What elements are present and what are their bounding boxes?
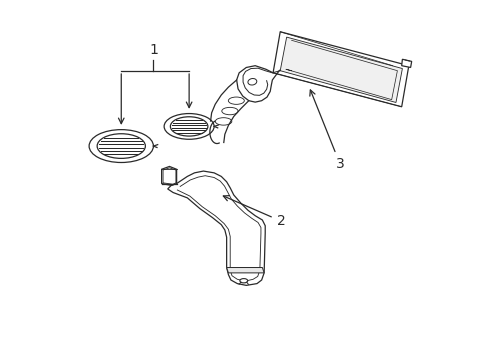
Text: 2: 2: [223, 195, 285, 228]
Ellipse shape: [89, 130, 153, 162]
Polygon shape: [280, 37, 402, 103]
Ellipse shape: [170, 117, 207, 136]
Polygon shape: [272, 32, 408, 107]
Polygon shape: [162, 166, 176, 185]
Ellipse shape: [164, 113, 214, 139]
Ellipse shape: [97, 134, 145, 158]
Text: 1: 1: [149, 43, 158, 57]
Ellipse shape: [240, 279, 247, 283]
Ellipse shape: [247, 78, 256, 85]
Polygon shape: [401, 59, 411, 67]
Text: 3: 3: [309, 90, 344, 171]
Polygon shape: [167, 171, 264, 285]
Polygon shape: [226, 267, 264, 273]
